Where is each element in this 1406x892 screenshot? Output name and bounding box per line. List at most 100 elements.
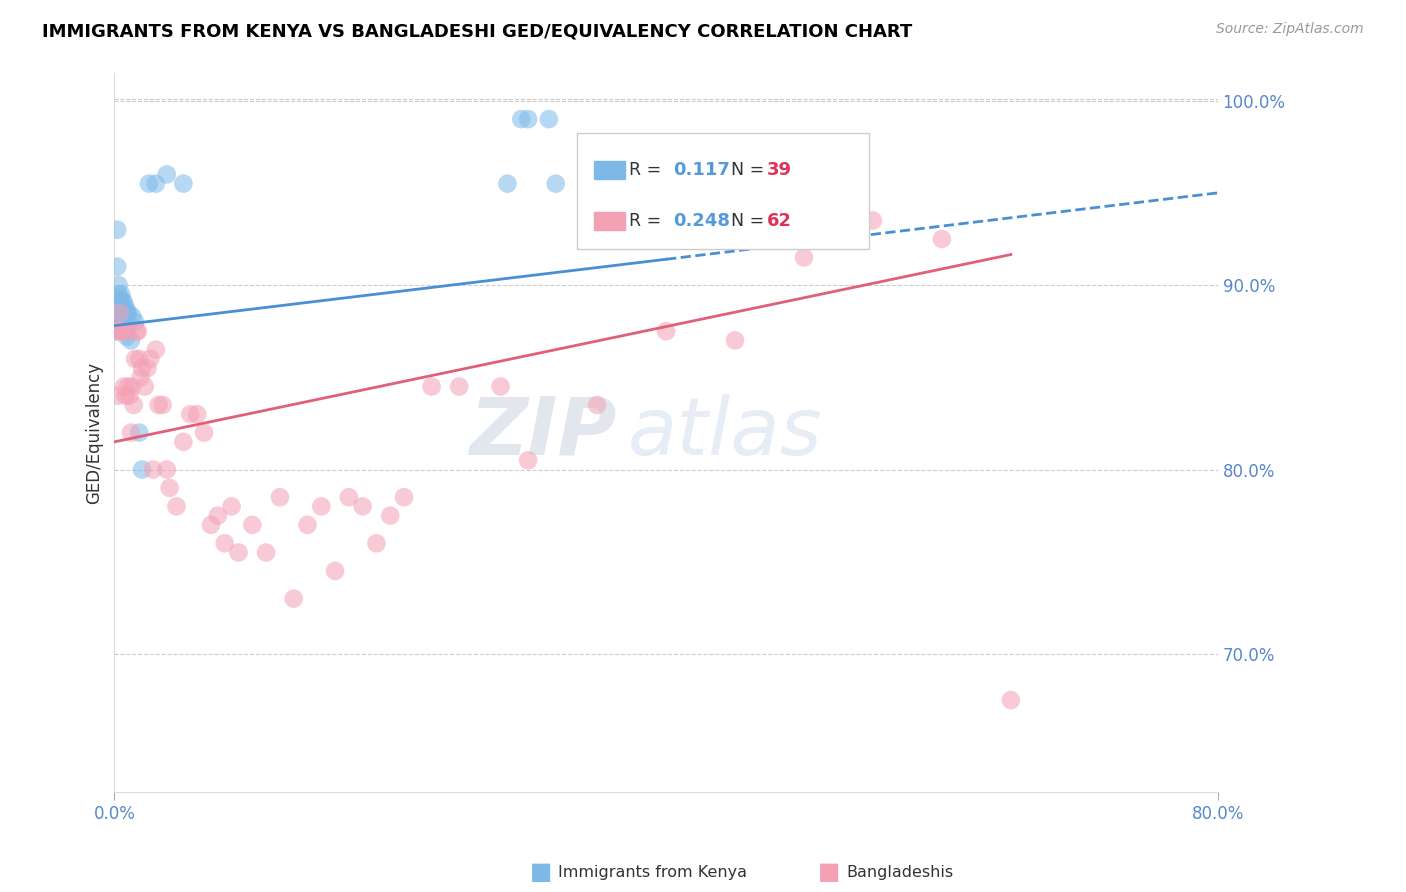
Point bbox=[107, 306, 129, 320]
Point bbox=[114, 300, 136, 314]
Point bbox=[112, 310, 135, 324]
Point bbox=[107, 278, 129, 293]
Text: Bangladeshis: Bangladeshis bbox=[846, 865, 953, 880]
Point bbox=[108, 306, 131, 320]
Point bbox=[240, 517, 263, 532]
Text: atlas: atlas bbox=[627, 393, 823, 472]
Point bbox=[380, 508, 402, 523]
Point bbox=[121, 379, 143, 393]
Text: 39: 39 bbox=[768, 161, 792, 179]
Point bbox=[517, 453, 540, 467]
Point bbox=[214, 536, 236, 550]
Point bbox=[108, 306, 131, 320]
Point bbox=[420, 379, 443, 393]
Point bbox=[134, 379, 156, 393]
Point bbox=[297, 517, 319, 532]
Point bbox=[586, 398, 609, 412]
Point bbox=[114, 389, 136, 403]
Point bbox=[172, 434, 194, 449]
Point bbox=[110, 311, 132, 326]
Point bbox=[142, 462, 165, 476]
Point bbox=[544, 177, 567, 191]
Point bbox=[105, 260, 128, 274]
Point bbox=[193, 425, 215, 440]
Text: ■: ■ bbox=[818, 861, 841, 884]
Point bbox=[724, 334, 747, 348]
Point bbox=[114, 324, 136, 338]
Text: Immigrants from Kenya: Immigrants from Kenya bbox=[558, 865, 747, 880]
Point bbox=[105, 389, 128, 403]
Point bbox=[115, 329, 138, 343]
Point bbox=[537, 112, 560, 127]
Point bbox=[655, 177, 678, 191]
Point bbox=[138, 177, 160, 191]
Point bbox=[145, 343, 167, 357]
Text: R =: R = bbox=[630, 212, 666, 230]
Point bbox=[352, 500, 374, 514]
Point bbox=[311, 500, 333, 514]
Point bbox=[125, 324, 148, 338]
Point bbox=[127, 324, 149, 338]
Point bbox=[510, 112, 533, 127]
Point bbox=[207, 508, 229, 523]
Point bbox=[110, 300, 132, 314]
Point bbox=[283, 591, 305, 606]
Point bbox=[112, 379, 135, 393]
Point bbox=[655, 324, 678, 338]
Point bbox=[156, 462, 179, 476]
Point bbox=[115, 324, 138, 338]
Text: N =: N = bbox=[731, 212, 769, 230]
Point bbox=[179, 407, 201, 421]
Text: N =: N = bbox=[731, 161, 769, 179]
Point bbox=[107, 324, 129, 338]
Point bbox=[148, 398, 170, 412]
Point bbox=[517, 112, 540, 127]
Point bbox=[117, 306, 139, 320]
Point bbox=[323, 564, 346, 578]
Point bbox=[128, 425, 150, 440]
Point bbox=[337, 490, 360, 504]
Point bbox=[122, 398, 145, 412]
Text: ZIP: ZIP bbox=[470, 393, 616, 472]
Point bbox=[104, 324, 127, 338]
Point bbox=[111, 324, 134, 338]
Point bbox=[128, 351, 150, 366]
Point bbox=[862, 213, 884, 227]
Point bbox=[145, 177, 167, 191]
Point bbox=[156, 168, 179, 182]
Point bbox=[366, 536, 388, 550]
Point bbox=[793, 251, 815, 265]
Text: Source: ZipAtlas.com: Source: ZipAtlas.com bbox=[1216, 22, 1364, 37]
Point bbox=[254, 545, 277, 559]
Point bbox=[221, 500, 243, 514]
Point bbox=[110, 287, 132, 301]
Point bbox=[152, 398, 174, 412]
Point bbox=[172, 177, 194, 191]
Text: 0.117: 0.117 bbox=[673, 161, 730, 179]
Point bbox=[121, 310, 143, 324]
Point bbox=[200, 517, 222, 532]
Point bbox=[496, 177, 519, 191]
Y-axis label: GED/Equivalency: GED/Equivalency bbox=[86, 361, 103, 504]
Point bbox=[489, 379, 512, 393]
Text: ■: ■ bbox=[530, 861, 553, 884]
Point bbox=[129, 370, 152, 384]
Point bbox=[107, 287, 129, 301]
Text: 62: 62 bbox=[768, 212, 792, 230]
Point bbox=[108, 293, 131, 307]
Point bbox=[105, 223, 128, 237]
Point bbox=[449, 379, 471, 393]
Point bbox=[159, 481, 181, 495]
Point bbox=[124, 315, 146, 329]
Point bbox=[112, 322, 135, 336]
Point bbox=[111, 293, 134, 307]
Point bbox=[120, 334, 142, 348]
Point bbox=[392, 490, 415, 504]
Point bbox=[104, 324, 127, 338]
Point bbox=[118, 389, 141, 403]
Point bbox=[120, 425, 142, 440]
Point bbox=[124, 351, 146, 366]
Point bbox=[166, 500, 188, 514]
Text: IMMIGRANTS FROM KENYA VS BANGLADESHI GED/EQUIVALENCY CORRELATION CHART: IMMIGRANTS FROM KENYA VS BANGLADESHI GED… bbox=[42, 22, 912, 40]
Text: R =: R = bbox=[630, 161, 666, 179]
